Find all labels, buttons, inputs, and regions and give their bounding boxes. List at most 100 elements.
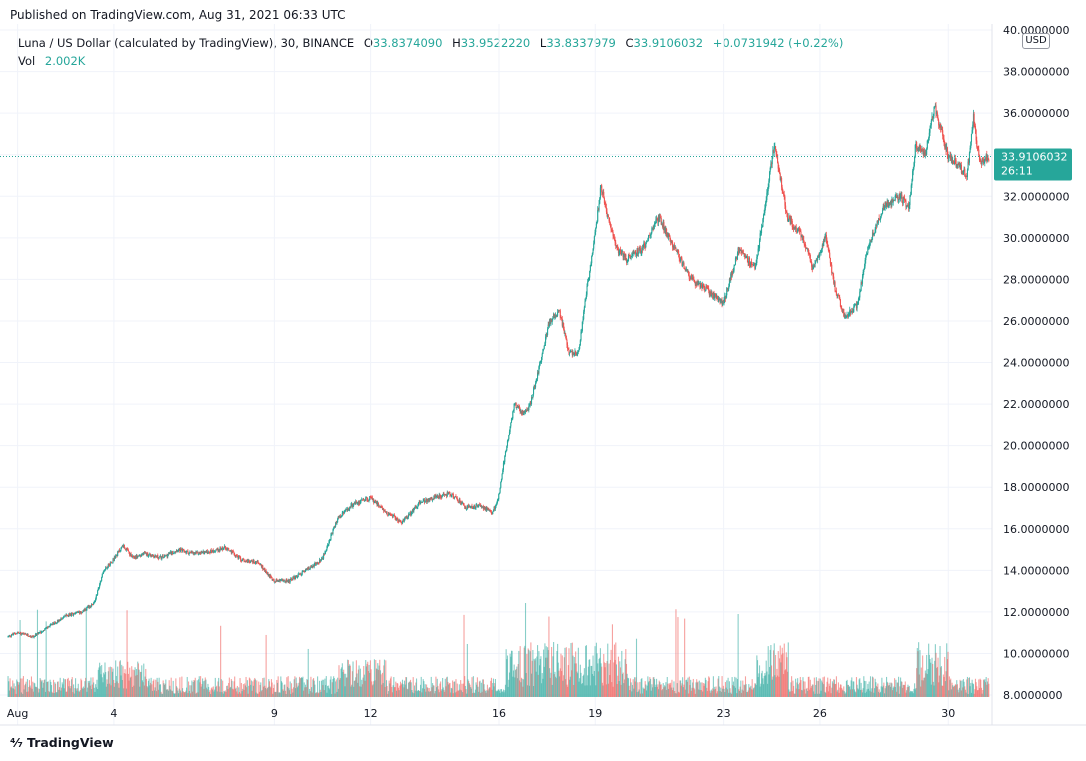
- volume-bar: [505, 649, 507, 697]
- volume-bar: [829, 685, 831, 697]
- volume-bar: [551, 684, 553, 697]
- candle-body: [36, 632, 39, 634]
- price-axis[interactable]: 40.000000038.000000036.000000034.0000000…: [1003, 24, 1069, 702]
- volume-bar: [333, 676, 335, 697]
- volume-bar: [16, 679, 18, 697]
- candle-body: [964, 176, 966, 177]
- candle-body: [29, 635, 31, 637]
- volume-bar: [55, 692, 57, 697]
- volume-bar: [560, 653, 562, 697]
- currency-button[interactable]: USD: [1022, 33, 1050, 49]
- volume-bar: [842, 690, 844, 697]
- volume-bar: [496, 691, 498, 697]
- volume-bar: [424, 688, 426, 697]
- candle-body: [70, 614, 72, 616]
- candle-body: [968, 152, 971, 163]
- candle-body: [44, 628, 47, 630]
- volume-bar: [595, 642, 597, 697]
- candle-body: [905, 200, 907, 207]
- candle-body: [683, 262, 685, 269]
- candle-body: [708, 288, 710, 291]
- candle-body: [949, 155, 951, 158]
- volume-bar: [911, 691, 913, 697]
- volume-bar: [37, 688, 39, 697]
- candle-body: [592, 248, 594, 254]
- volume-bar: [693, 687, 695, 697]
- candle-body: [987, 157, 989, 160]
- candle-body: [795, 227, 797, 229]
- high-label: H: [452, 36, 461, 50]
- volume-bar: [818, 678, 820, 697]
- volume-bar: [971, 679, 973, 697]
- volume-bar: [690, 690, 692, 697]
- candle-body: [779, 169, 781, 174]
- volume-bar: [203, 688, 205, 697]
- candle-body: [444, 494, 446, 496]
- candle-body: [628, 255, 630, 257]
- volume-bar: [474, 689, 476, 697]
- candle-body: [446, 492, 448, 497]
- volume-bar: [364, 680, 366, 697]
- candle-body: [676, 249, 678, 252]
- volume-bar: [973, 693, 975, 697]
- candle-body: [18, 632, 20, 634]
- candle-body: [612, 232, 614, 236]
- candle-body: [71, 613, 73, 614]
- volume-bar: [647, 676, 649, 697]
- candle-body: [409, 512, 412, 515]
- candle-body: [139, 555, 141, 556]
- candle-body: [211, 551, 213, 553]
- candle-body: [775, 146, 777, 151]
- tradingview-logo[interactable]: ⁴⁄₇ TradingView: [10, 735, 114, 750]
- candle-body: [496, 502, 498, 505]
- volume-bar: [16, 681, 18, 697]
- volume-bar: [490, 677, 492, 697]
- candle-body: [155, 556, 158, 558]
- volume-bar: [74, 688, 76, 697]
- price-tick-label: 38.0000000: [1003, 66, 1069, 79]
- candle-body: [269, 575, 271, 578]
- candle-body: [88, 605, 90, 608]
- volume-bar: [407, 689, 409, 697]
- volume-bar: [795, 688, 797, 697]
- candle-body: [821, 244, 823, 249]
- time-axis[interactable]: Aug 4 9 12 16 19 23 26 30: [7, 707, 955, 720]
- volume-bar: [194, 680, 196, 697]
- volume-bar: [277, 676, 279, 697]
- volume-bar: [468, 683, 470, 697]
- volume-bar: [335, 679, 337, 697]
- volume-bar: [858, 679, 860, 697]
- candle-body: [605, 207, 607, 212]
- volume-bar: [909, 692, 911, 697]
- volume-bar: [492, 678, 494, 697]
- volume-bar: [770, 645, 772, 697]
- candle-body: [192, 552, 194, 554]
- candle-body: [753, 264, 755, 266]
- candle-body: [303, 570, 305, 572]
- volume-bar: [460, 680, 462, 697]
- volume-bar: [478, 691, 480, 697]
- candle-body: [590, 263, 592, 266]
- volume-bar: [825, 692, 827, 697]
- candle-body: [161, 556, 163, 560]
- candle-body: [164, 554, 166, 556]
- volume-bar: [729, 688, 731, 697]
- candle-body: [42, 631, 44, 633]
- volume-bar: [186, 676, 188, 697]
- volume-bar: [271, 682, 273, 697]
- candle-body: [711, 292, 713, 295]
- candle-body: [424, 499, 426, 503]
- published-caption: Published on TradingView.com, Aug 31, 20…: [10, 8, 346, 22]
- volume-bar: [169, 689, 172, 697]
- volume-bar: [349, 665, 351, 697]
- volume-bar: [135, 669, 137, 697]
- candle-body: [680, 257, 682, 261]
- volume-bar: [962, 687, 964, 697]
- candle-body: [754, 264, 756, 269]
- candle-body: [266, 572, 269, 575]
- volume-bar: [90, 677, 92, 697]
- candle-body: [131, 555, 133, 558]
- candle-body: [382, 509, 384, 510]
- volume-bar: [184, 692, 186, 697]
